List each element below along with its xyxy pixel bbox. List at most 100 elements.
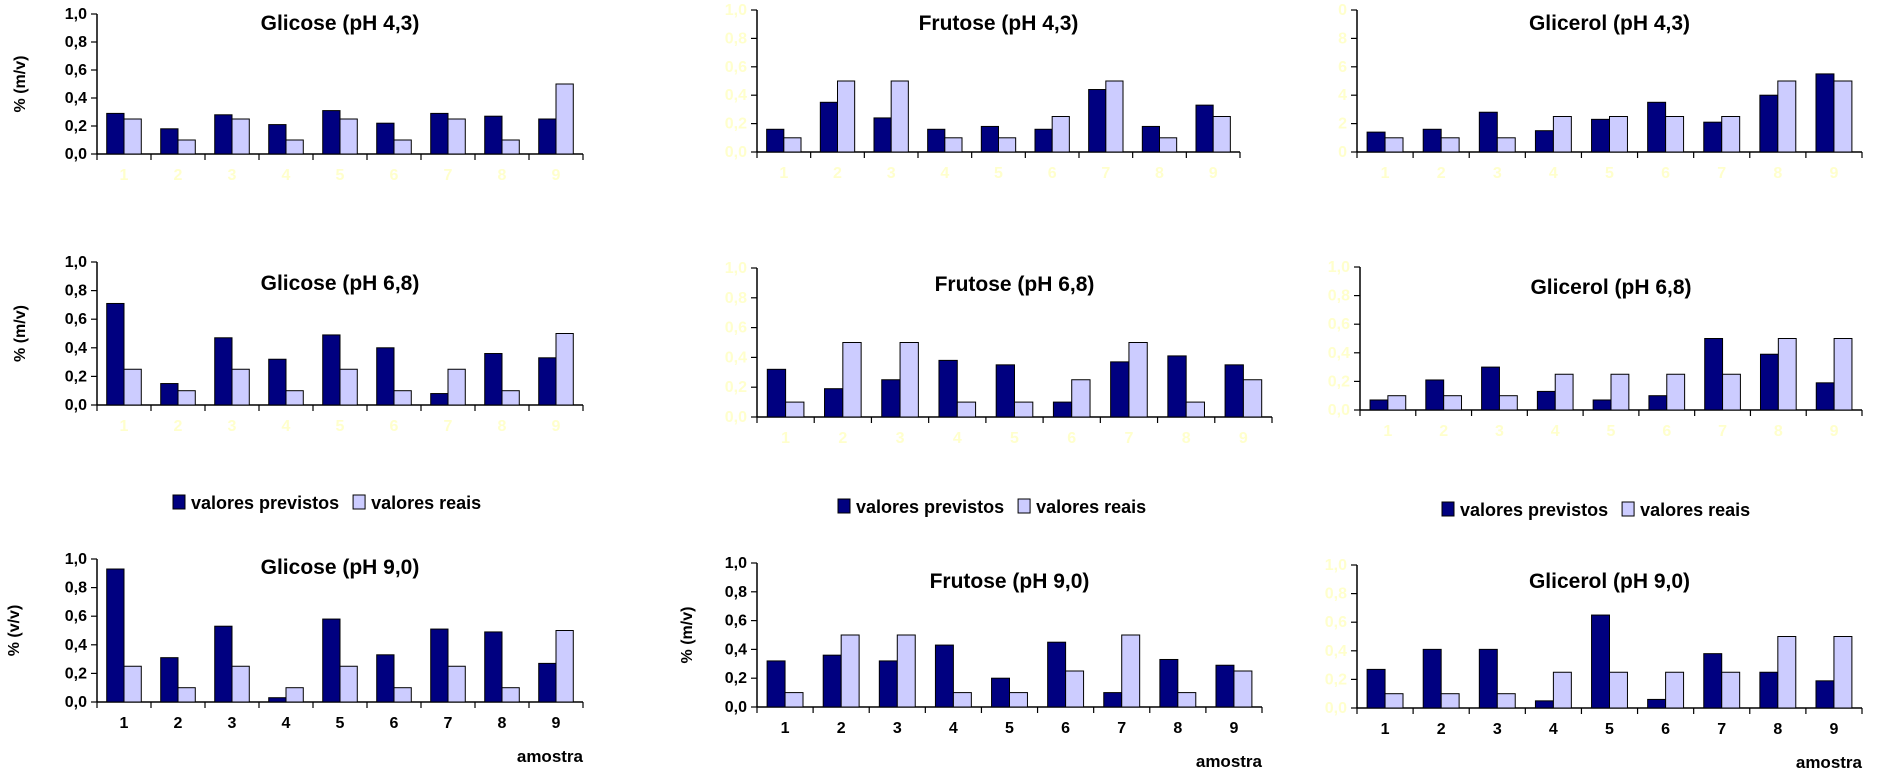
x-tick-label: 5 — [994, 165, 1003, 182]
legend-label: valores reais — [371, 493, 481, 513]
x-tick-label: 7 — [1718, 423, 1727, 440]
y-axis-title: % (v/v) — [6, 605, 23, 657]
chart-panel-4: Glicose (pH 6,8) 0,0 0,2 0,4 0,6 0,8 1,0 % (m/v… — [12, 254, 584, 435]
x-axis-title: amostra — [1196, 752, 1263, 771]
bar-previstos — [1703, 121, 1723, 153]
chart-panel-1: Glicose (pH 4,3) 0,0 0,2 0,4 0,6 0,8 1,0 % (m/v… — [12, 6, 584, 184]
bar-reais — [1721, 116, 1741, 153]
y-tick-label: 0,6 — [725, 320, 747, 337]
x-tick-label: 4 — [282, 418, 291, 435]
bar-previstos — [1478, 111, 1498, 153]
y-tick-label: 0,0 — [65, 694, 87, 711]
bar-reais — [447, 368, 466, 406]
bar-previstos — [1034, 128, 1053, 153]
bar-reais — [393, 390, 412, 406]
y-tick-label: 6 — [1338, 59, 1347, 76]
x-tick-label: 5 — [1605, 721, 1614, 738]
x-tick-label: 8 — [498, 167, 507, 184]
x-tick-label: 4 — [1549, 721, 1558, 738]
y-tick-label: 1,0 — [65, 6, 87, 23]
bar-previstos — [1815, 680, 1835, 709]
bar-reais — [231, 665, 250, 703]
x-tick-label: 3 — [228, 715, 237, 732]
y-tick-label: 0,8 — [65, 580, 87, 597]
x-tick-label: 5 — [336, 167, 345, 184]
x-tick-label: 9 — [1829, 721, 1838, 738]
bar-previstos — [822, 654, 842, 708]
legend-swatch-reais — [1017, 498, 1031, 514]
bar-previstos — [927, 128, 946, 153]
bar-reais — [1610, 373, 1630, 411]
x-tick-label: 7 — [1124, 430, 1133, 447]
bar-reais — [1609, 671, 1628, 709]
x-tick-label: 7 — [444, 167, 453, 184]
x-tick-label: 1 — [779, 165, 788, 182]
chart-panel-9: Glicerol (pH 9,0) 0,0 0,2 0,4 0,6 0,8 1,0 1 2 3 4 5… — [1325, 557, 1863, 772]
y-tick-label: 0 — [1338, 2, 1347, 19]
bar-reais — [555, 333, 574, 406]
x-tick-label: 3 — [1493, 165, 1502, 182]
x-tick-label: 2 — [1437, 721, 1446, 738]
x-tick-label: 8 — [498, 715, 507, 732]
x-tick-label: 7 — [1717, 165, 1726, 182]
y-tick-label: 0,4 — [65, 90, 87, 107]
bar-reais — [1159, 137, 1178, 153]
bar-previstos — [1815, 73, 1835, 153]
bar-reais — [1105, 80, 1124, 153]
bar-previstos — [1422, 128, 1442, 153]
bar-reais — [783, 137, 802, 153]
x-tick-label: 2 — [1439, 423, 1448, 440]
x-tick-label: 2 — [833, 165, 842, 182]
x-tick-label: 9 — [552, 418, 561, 435]
legend-swatch-previstos — [1441, 501, 1455, 517]
bar-previstos — [1478, 648, 1498, 709]
x-tick-label: 9 — [1829, 165, 1838, 182]
y-tick-label: 0,6 — [725, 613, 747, 630]
bar-previstos — [322, 334, 341, 406]
bar-previstos — [484, 115, 503, 155]
bar-reais — [944, 137, 963, 153]
bar-previstos — [214, 337, 233, 406]
y-tick-label: 1,0 — [725, 2, 747, 19]
bar-reais — [952, 692, 972, 708]
y-tick-label: 0,2 — [725, 379, 747, 396]
bar-reais — [1777, 80, 1797, 153]
bar-previstos — [819, 101, 838, 153]
bar-previstos — [1647, 101, 1667, 153]
x-tick-label: 6 — [1048, 165, 1057, 182]
bar-previstos — [376, 122, 395, 155]
y-tick-label: 0,2 — [725, 116, 747, 133]
chart-title: Glicerol (pH 9,0) — [1529, 570, 1690, 593]
y-tick-label: 0,6 — [1328, 316, 1350, 333]
x-tick-label: 6 — [1661, 165, 1670, 182]
y-tick-label: 0,0 — [725, 144, 747, 161]
y-tick-label: 0,8 — [65, 34, 87, 51]
bar-previstos — [1759, 94, 1779, 153]
x-tick-label: 9 — [1209, 165, 1218, 182]
bar-reais — [123, 368, 142, 406]
bar-reais — [1071, 379, 1091, 418]
x-tick-label: 1 — [120, 715, 129, 732]
y-tick-label: 0,0 — [65, 397, 87, 414]
y-tick-label: 0,4 — [65, 637, 87, 654]
bar-reais — [784, 692, 804, 708]
bar-previstos — [106, 302, 125, 406]
bar-previstos — [1759, 353, 1779, 411]
y-tick-label: 1,0 — [65, 551, 87, 568]
bar-previstos — [106, 568, 125, 703]
bar-previstos — [160, 128, 179, 155]
bar-previstos — [376, 654, 395, 703]
bar-previstos — [1592, 399, 1612, 411]
x-tick-label: 2 — [174, 715, 183, 732]
y-tick-label: 0,0 — [725, 699, 747, 716]
bar-previstos — [1224, 364, 1244, 418]
bar-previstos — [1704, 338, 1724, 411]
x-tick-label: 4 — [282, 715, 291, 732]
x-tick-label: 3 — [896, 430, 905, 447]
x-tick-label: 9 — [552, 167, 561, 184]
y-tick-label: 0,2 — [65, 665, 87, 682]
chart-title: Glicose (pH 6,8) — [261, 272, 420, 295]
chart-panel-2: Frutose (pH 4,3) 0,0 0,2 0,4 0,6 0,8 1,0 1 2 3 4 5 6… — [725, 2, 1241, 182]
legend-swatch-reais — [352, 494, 366, 510]
